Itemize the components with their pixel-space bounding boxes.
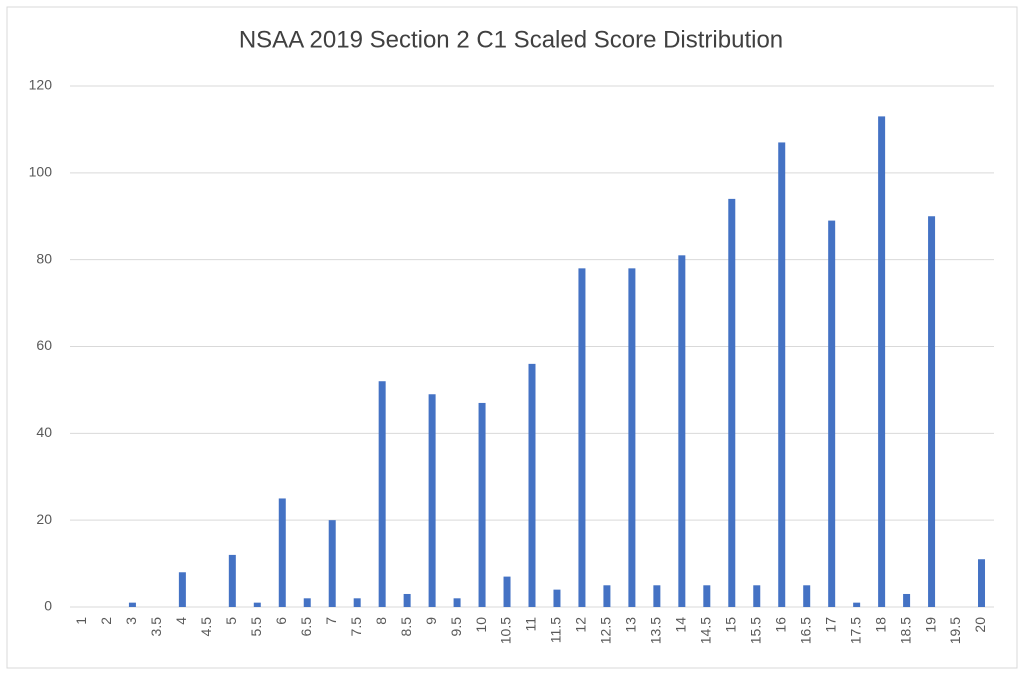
bar — [678, 255, 686, 607]
bar — [353, 598, 361, 607]
x-tick-label: 4.5 — [198, 617, 214, 637]
bar — [653, 585, 661, 607]
y-tick-label: 80 — [36, 250, 52, 266]
x-tick-label: 3 — [123, 617, 139, 625]
x-tick-label: 5 — [223, 617, 239, 625]
y-tick-label: 0 — [44, 598, 52, 614]
bar — [828, 220, 836, 607]
bar — [978, 559, 986, 607]
bar — [628, 268, 636, 607]
bar — [703, 585, 711, 607]
x-tick-label: 18 — [872, 617, 888, 633]
bar — [228, 554, 236, 607]
bar — [128, 602, 136, 607]
bar — [178, 572, 186, 607]
x-tick-label: 6.5 — [298, 617, 314, 637]
bar — [453, 598, 461, 607]
x-tick-label: 11 — [523, 617, 539, 632]
bar — [853, 602, 861, 607]
x-tick-label: 2 — [98, 617, 114, 625]
bar — [478, 402, 486, 607]
x-tick-label: 5.5 — [248, 617, 264, 637]
x-tick-label: 16 — [772, 617, 788, 633]
y-tick-label: 60 — [36, 337, 52, 353]
chart-border — [6, 6, 1018, 669]
bar — [303, 598, 311, 607]
x-tick-label: 12 — [573, 617, 589, 633]
x-tick-label: 11.5 — [548, 617, 564, 643]
bar — [778, 142, 786, 608]
y-tick-label: 40 — [36, 424, 52, 440]
x-tick-label: 15 — [722, 617, 738, 633]
x-tick-label: 14.5 — [698, 617, 714, 644]
x-tick-label: 19 — [922, 617, 938, 633]
bar — [528, 363, 536, 607]
x-tick-label: 15.5 — [747, 617, 763, 644]
x-tick-label: 4 — [173, 617, 189, 625]
x-tick-label: 9.5 — [448, 617, 464, 637]
y-tick-label: 120 — [29, 77, 53, 93]
x-tick-label: 13 — [623, 617, 639, 633]
y-tick-label: 20 — [36, 511, 52, 527]
chart-title: NSAA 2019 Section 2 C1 Scaled Score Dist… — [239, 26, 783, 53]
y-tick-label: 100 — [29, 164, 53, 180]
bar — [728, 198, 736, 607]
x-tick-label: 16.5 — [797, 617, 813, 644]
x-tick-label: 17.5 — [847, 617, 863, 644]
bar — [428, 394, 436, 607]
bar — [328, 520, 336, 607]
bar — [903, 593, 911, 607]
x-tick-label: 13.5 — [648, 617, 664, 644]
x-tick-label: 19.5 — [947, 617, 963, 644]
x-tick-label: 3.5 — [148, 617, 164, 637]
x-tick-label: 1 — [73, 617, 89, 625]
x-tick-label: 10 — [473, 617, 489, 633]
x-tick-label: 7.5 — [348, 617, 364, 637]
bar — [753, 585, 761, 607]
bar — [253, 602, 261, 607]
x-tick-label: 12.5 — [598, 617, 614, 644]
bar — [503, 576, 511, 607]
x-tick-label: 8 — [373, 617, 389, 625]
bar — [878, 116, 886, 608]
x-tick-label: 17 — [822, 617, 838, 633]
x-tick-label: 14 — [673, 617, 689, 633]
x-tick-label: 20 — [972, 617, 988, 633]
bar — [578, 268, 586, 607]
bar — [278, 498, 286, 607]
x-tick-label: 8.5 — [398, 617, 414, 637]
bar — [403, 593, 411, 607]
x-tick-label: 9 — [423, 617, 439, 625]
x-tick-label: 7 — [323, 617, 339, 625]
x-tick-label: 18.5 — [897, 617, 913, 644]
bar — [928, 216, 936, 607]
bar — [553, 589, 561, 607]
bar — [603, 585, 611, 607]
bar — [803, 585, 811, 607]
bar — [378, 381, 386, 607]
x-tick-label: 10.5 — [498, 617, 514, 644]
x-tick-label: 6 — [273, 617, 289, 625]
